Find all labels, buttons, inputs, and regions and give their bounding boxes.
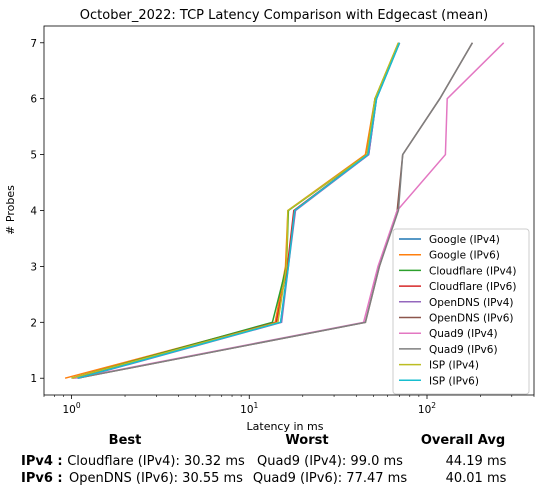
x-axis-label: Latency in ms [247,420,324,432]
x-tick-label: 100 [62,401,80,416]
axes-frame [43,25,535,396]
ipv6-worst-value: Quad9 (IPv6): 77.47 ms [252,471,408,486]
x-tick-label: 102 [418,401,436,416]
legend-entry: Quad9 (IPv6) [429,344,498,356]
y-tick-label: 7 [30,38,37,50]
y-tick-label: 2 [30,317,37,329]
stats-table: Best Worst Overall Avg IPv4 : Cloudflare… [0,432,541,496]
worst-header: Worst [285,433,329,448]
y-tick-label: 6 [30,94,37,106]
y-tick-label: 5 [30,150,37,162]
ipv6-avg-value: 40.01 ms [445,471,507,486]
series-line [64,42,400,379]
x-tick-label: 101 [240,401,258,416]
ipv4-row-label: IPv4 : [21,454,63,469]
ipv4-avg-value: 44.19 ms [445,454,507,469]
legend-entry: OpenDNS (IPv6) [429,313,514,325]
legend-entry: ISP (IPv4) [429,360,479,372]
legend-entry: Quad9 (IPv4) [429,328,498,340]
latency-chart: October_2022: TCP Latency Comparison wit… [4,8,535,432]
legend-entry: Cloudflare (IPv4) [429,265,516,277]
y-tick-label: 4 [30,206,37,218]
legend: Google (IPv4) Google (IPv6) Cloudflare (IP… [392,228,530,395]
ipv4-worst-value: Quad9 (IPv4): 99.0 ms [257,454,403,469]
legend-entry: OpenDNS (IPv4) [429,297,514,309]
series-line [71,42,400,379]
legend-entry: Google (IPv6) [429,250,500,262]
legend-entry: ISP (IPv6) [429,375,479,387]
y-tick-label: 3 [30,261,37,273]
series-line [77,42,474,379]
overall-avg-header: Overall Avg [420,433,506,448]
series-line [72,42,401,379]
ipv6-best-value: OpenDNS (IPv6): 30.55 ms [69,471,243,486]
legend-entry: Google (IPv4) [429,234,500,246]
ipv6-row-label: IPv6 : [21,471,63,486]
y-tick-label: 1 [30,373,37,385]
chart-title: October_2022: TCP Latency Comparison wit… [80,8,488,23]
series-line [75,42,401,379]
ipv4-best-value: Cloudflare (IPv4): 30.32 ms [67,454,245,469]
y-axis-label: # Probes [4,185,17,235]
series-line [71,42,400,379]
legend-box [392,228,530,395]
series-line [78,42,401,379]
best-header: Best [108,433,142,448]
series-line [77,42,401,379]
legend-entry: Cloudflare (IPv6) [429,281,516,293]
